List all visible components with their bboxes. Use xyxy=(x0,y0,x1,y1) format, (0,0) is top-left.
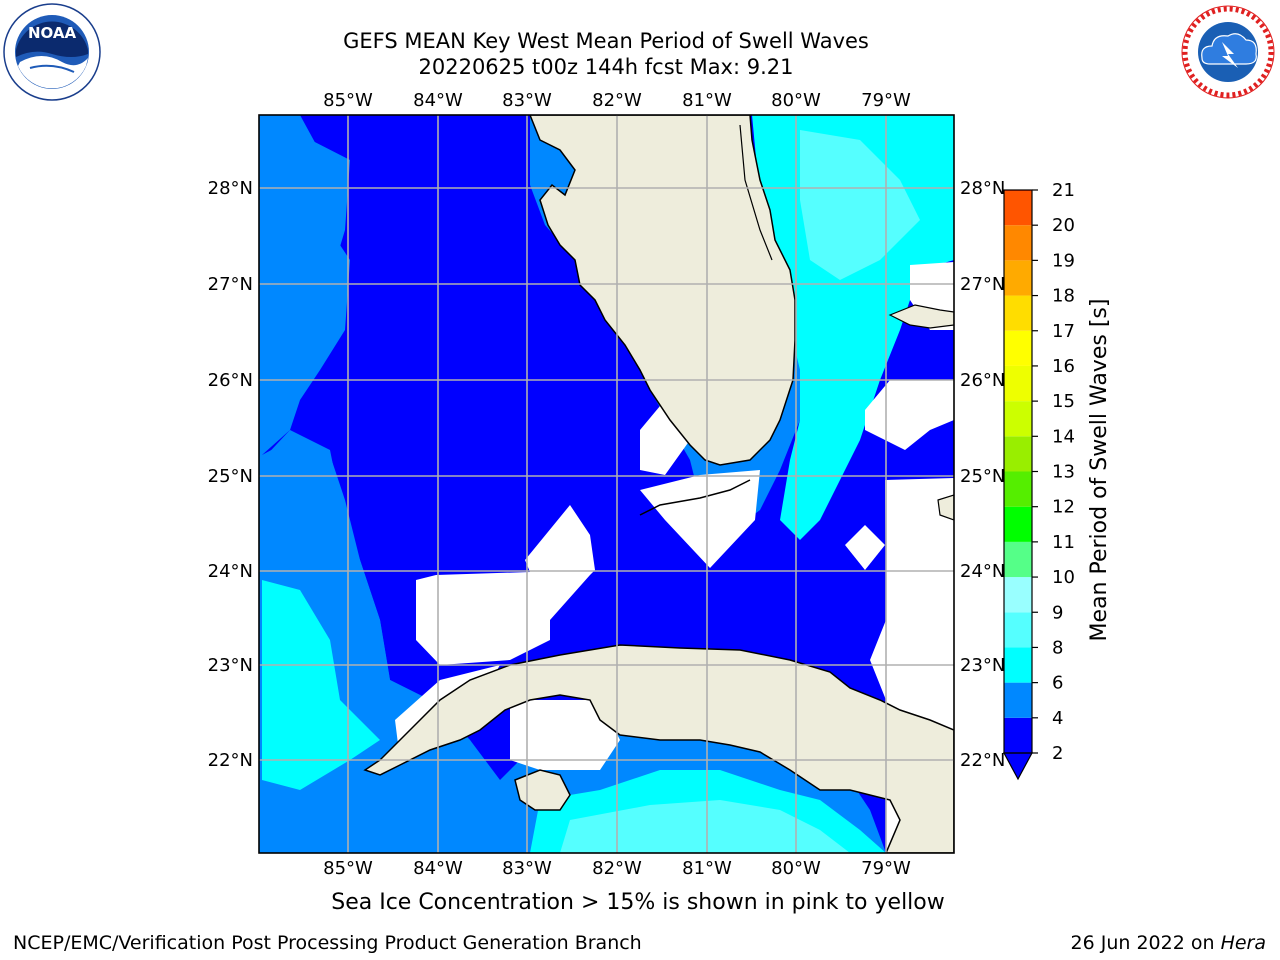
lat-label-right: 22°N xyxy=(960,750,1005,771)
lat-label-left: 28°N xyxy=(208,178,253,199)
colorbar-segment xyxy=(1004,647,1032,683)
chart-title: GEFS MEAN Key West Mean Period of Swell … xyxy=(343,29,869,53)
lon-label-bottom: 84°W xyxy=(413,858,463,879)
lon-label-bottom: 79°W xyxy=(861,858,911,879)
footer-left: NCEP/EMC/Verification Post Processing Pr… xyxy=(13,932,642,954)
colorbar-label: Mean Period of Swell Waves [s] xyxy=(1087,299,1112,642)
ocean-field-8-9-south xyxy=(560,800,850,853)
isla-juventud-land xyxy=(514,769,571,811)
lat-label-right: 24°N xyxy=(960,561,1005,582)
colorbar-segment xyxy=(1004,717,1032,753)
map-frame xyxy=(258,114,955,854)
colorbar-tick-label: 13 xyxy=(1052,462,1075,483)
colorbar: 2 4 6 8 9 10 11 12 13 14 15 16 17 18 19 20 21 xyxy=(1002,180,1075,781)
lon-labels-bottom: 85°W 84°W 83°W 82°W 81°W 80°W 79°W xyxy=(323,858,911,879)
colorbar-segment xyxy=(1004,330,1032,366)
lon-label-top: 85°W xyxy=(323,90,373,111)
colorbar-segment xyxy=(1004,612,1032,648)
nws-logo xyxy=(1178,2,1278,106)
lat-labels-right: 28°N 27°N 26°N 25°N 24°N 23°N 22°N xyxy=(960,178,1005,771)
lon-label-bottom: 81°W xyxy=(682,858,732,879)
colorbar-segment xyxy=(1004,577,1032,613)
colorbar-extend-triangle xyxy=(1002,752,1034,781)
colorbar-segment xyxy=(1004,295,1032,331)
lat-label-left: 27°N xyxy=(208,274,253,295)
missing-area-2 xyxy=(640,400,690,475)
lat-label-right: 28°N xyxy=(960,178,1005,199)
footer-right: 26 Jun 2022 on Hera xyxy=(1071,932,1266,954)
colorbar-segment xyxy=(1004,225,1032,261)
colorbar-tick-label: 15 xyxy=(1052,391,1075,412)
colorbar-tick-label: 17 xyxy=(1052,321,1075,342)
lat-label-right: 25°N xyxy=(960,466,1005,487)
colorbar-tick-label: 11 xyxy=(1052,532,1075,553)
footer-host: Hera xyxy=(1220,932,1266,954)
colorbar-tick-label: 16 xyxy=(1052,356,1075,377)
lon-label-top: 80°W xyxy=(771,90,821,111)
colorbar-segment xyxy=(1004,365,1032,402)
lon-label-bottom: 83°W xyxy=(502,858,552,879)
colorbar-tick-label: 2 xyxy=(1052,743,1063,764)
lat-label-left: 25°N xyxy=(208,466,253,487)
colorbar-tick-label: 4 xyxy=(1052,708,1063,729)
lat-label-right: 27°N xyxy=(960,274,1005,295)
lat-label-left: 24°N xyxy=(208,561,253,582)
colorbar-tick-label: 6 xyxy=(1052,673,1063,694)
lon-label-top: 79°W xyxy=(861,90,911,111)
chart-subtitle: 20220625 t00z 144h fcst Max: 9.21 xyxy=(418,55,794,79)
lat-label-left: 26°N xyxy=(208,370,253,391)
lat-label-right: 26°N xyxy=(960,370,1005,391)
colorbar-segment xyxy=(1004,401,1032,437)
lon-label-top: 81°W xyxy=(682,90,732,111)
lat-label-left: 22°N xyxy=(208,750,253,771)
ocean-field-4-6-west xyxy=(262,115,350,455)
missing-area-3 xyxy=(640,470,760,568)
colorbar-tick-label: 10 xyxy=(1052,567,1075,588)
lat-labels-left: 28°N 27°N 26°N 25°N 24°N 23°N 22°N xyxy=(208,178,253,771)
colorbar-tick-label: 20 xyxy=(1052,215,1075,236)
coast-detail xyxy=(739,124,773,261)
lon-labels-top: 85°W 84°W 83°W 82°W 81°W 80°W 79°W xyxy=(323,90,911,111)
gridlines xyxy=(259,115,954,853)
colorbar-segment xyxy=(1004,506,1032,542)
footer-date: 26 Jun 2022 on xyxy=(1070,932,1221,954)
lon-label-bottom: 85°W xyxy=(323,858,373,879)
colorbar-tick-label: 18 xyxy=(1052,286,1075,307)
lon-label-top: 82°W xyxy=(592,90,642,111)
colorbar-segment xyxy=(1004,682,1032,718)
noaa-logo-text: NOAA xyxy=(28,24,77,42)
bahamas-land-2 xyxy=(937,494,954,521)
missing-area-1 xyxy=(416,505,595,665)
colorbar-tick-label: 9 xyxy=(1052,602,1063,623)
missing-area-5 xyxy=(845,525,885,570)
missing-area-9 xyxy=(510,700,620,770)
map-plot-area xyxy=(259,115,954,853)
noaa-logo: NOAA xyxy=(2,2,102,106)
colorbar-tick-label: 14 xyxy=(1052,426,1075,447)
bahamas-land xyxy=(888,304,954,329)
ocean-field-6-8-west xyxy=(262,580,380,790)
colorbar-tick-label: 19 xyxy=(1052,250,1075,271)
lon-label-bottom: 80°W xyxy=(771,858,821,879)
colorbar-tick-label: 8 xyxy=(1052,637,1063,658)
missing-area-4 xyxy=(865,380,954,450)
florida-keys xyxy=(639,479,751,516)
lat-label-right: 23°N xyxy=(960,655,1005,676)
lon-label-top: 84°W xyxy=(413,90,463,111)
sea-ice-note: Sea Ice Concentration > 15% is shown in … xyxy=(331,890,945,915)
florida-land xyxy=(529,115,796,466)
cuba-land xyxy=(363,644,954,853)
colorbar-segment xyxy=(1004,541,1032,578)
colorbar-segment xyxy=(1004,190,1032,226)
colorbar-tick-label: 21 xyxy=(1052,180,1075,201)
lon-label-top: 83°W xyxy=(502,90,552,111)
ocean-field-8-9-atlantic xyxy=(800,130,920,280)
colorbar-tick-label: 12 xyxy=(1052,497,1075,518)
colorbar-segment xyxy=(1004,436,1032,472)
colorbar-segment xyxy=(1004,260,1032,296)
colorbar-segment xyxy=(1004,471,1032,507)
lat-label-left: 23°N xyxy=(208,655,253,676)
lon-label-bottom: 82°W xyxy=(592,858,642,879)
